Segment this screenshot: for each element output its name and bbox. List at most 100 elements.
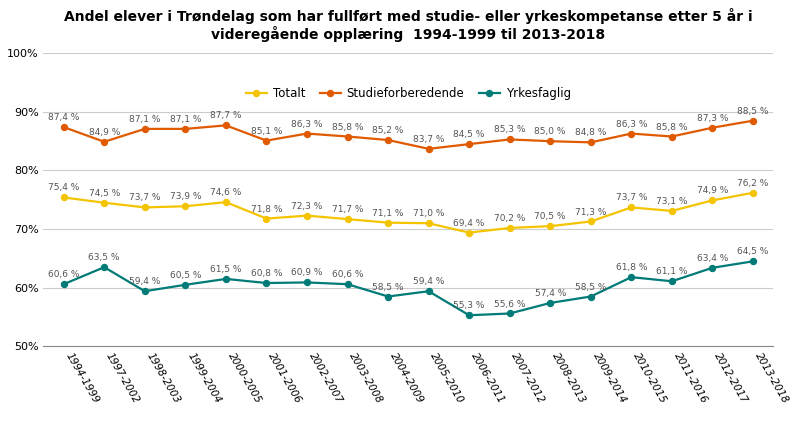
Totalt [181,204,190,209]
Text: 73,7 %: 73,7 % [129,194,161,202]
Text: 72,3 %: 72,3 % [291,202,322,210]
Text: 60,6 %: 60,6 % [48,270,79,279]
Yrkesfaglig [383,294,393,299]
Yrkesfaglig [140,289,150,294]
Text: 71,8 %: 71,8 % [250,205,282,214]
Text: 86,3 %: 86,3 % [615,119,647,129]
Studieforberedende [181,126,190,131]
Yrkesfaglig [626,274,636,280]
Text: 70,5 %: 70,5 % [534,212,566,221]
Text: 87,7 %: 87,7 % [210,111,242,120]
Studieforberedende [424,146,434,151]
Yrkesfaglig [262,280,271,285]
Text: 85,1 %: 85,1 % [250,127,282,135]
Yrkesfaglig [99,265,109,270]
Text: 87,3 %: 87,3 % [697,114,728,123]
Text: 73,1 %: 73,1 % [656,197,688,206]
Text: 84,9 %: 84,9 % [89,128,120,137]
Studieforberedende [302,131,312,136]
Yrkesfaglig [464,313,474,318]
Text: 55,6 %: 55,6 % [494,300,526,309]
Yrkesfaglig [424,289,434,294]
Title: Andel elever i Trøndelag som har fullført med studie- eller yrkeskompetanse ette: Andel elever i Trøndelag som har fullfør… [64,8,753,42]
Text: 84,5 %: 84,5 % [454,130,485,139]
Text: 61,1 %: 61,1 % [656,267,688,276]
Studieforberedende [262,138,271,143]
Yrkesfaglig [708,265,718,270]
Text: 71,0 %: 71,0 % [413,209,444,218]
Totalt [546,223,555,229]
Studieforberedende [505,137,514,142]
Studieforberedende [342,134,352,139]
Text: 61,8 %: 61,8 % [615,263,647,272]
Totalt [342,217,352,222]
Text: 58,5 %: 58,5 % [372,282,404,292]
Text: 87,4 %: 87,4 % [48,113,79,122]
Totalt [302,213,312,218]
Totalt [748,190,758,195]
Totalt [626,205,636,210]
Text: 73,7 %: 73,7 % [615,194,647,202]
Yrkesfaglig [667,278,677,284]
Studieforberedende [59,124,69,130]
Text: 64,5 %: 64,5 % [738,247,769,256]
Yrkesfaglig [586,294,595,299]
Text: 85,3 %: 85,3 % [494,126,526,135]
Studieforberedende [586,140,595,145]
Totalt [221,199,230,205]
Text: 60,6 %: 60,6 % [332,270,363,279]
Text: 60,8 %: 60,8 % [250,269,282,278]
Text: 75,4 %: 75,4 % [48,183,79,193]
Text: 71,3 %: 71,3 % [575,207,606,217]
Yrkesfaglig [342,281,352,287]
Totalt [505,225,514,230]
Text: 63,4 %: 63,4 % [697,254,728,263]
Studieforberedende [464,142,474,147]
Text: 57,4 %: 57,4 % [534,289,566,298]
Text: 85,2 %: 85,2 % [372,126,404,135]
Studieforberedende [667,134,677,139]
Legend: Totalt, Studieforberedende, Yrkesfaglig: Totalt, Studieforberedende, Yrkesfaglig [241,83,576,105]
Totalt [383,220,393,225]
Text: 60,5 %: 60,5 % [170,271,201,280]
Totalt [140,205,150,210]
Text: 63,5 %: 63,5 % [89,253,120,262]
Text: 74,5 %: 74,5 % [89,189,120,198]
Totalt [667,208,677,214]
Text: 59,4 %: 59,4 % [413,277,444,286]
Totalt [464,230,474,235]
Text: 70,2 %: 70,2 % [494,214,526,223]
Studieforberedende [626,131,636,136]
Text: 87,1 %: 87,1 % [129,115,161,124]
Yrkesfaglig [59,281,69,287]
Text: 85,8 %: 85,8 % [656,123,688,131]
Text: 88,5 %: 88,5 % [738,107,769,116]
Studieforberedende [140,126,150,131]
Text: 71,7 %: 71,7 % [332,205,363,214]
Studieforberedende [708,125,718,131]
Text: 85,0 %: 85,0 % [534,127,566,136]
Line: Yrkesfaglig: Yrkesfaglig [61,258,756,318]
Text: 55,3 %: 55,3 % [454,301,485,310]
Text: 59,4 %: 59,4 % [129,277,161,286]
Line: Totalt: Totalt [61,190,756,236]
Totalt [59,195,69,200]
Yrkesfaglig [181,282,190,287]
Text: 87,1 %: 87,1 % [170,115,201,124]
Text: 85,8 %: 85,8 % [332,123,363,131]
Text: 69,4 %: 69,4 % [454,218,485,228]
Text: 73,9 %: 73,9 % [170,192,201,201]
Studieforberedende [383,137,393,143]
Totalt [586,219,595,224]
Text: 58,5 %: 58,5 % [575,282,606,292]
Yrkesfaglig [505,311,514,316]
Text: 83,7 %: 83,7 % [413,135,444,144]
Totalt [99,200,109,206]
Text: 61,5 %: 61,5 % [210,265,242,274]
Yrkesfaglig [748,259,758,264]
Text: 74,6 %: 74,6 % [210,188,242,197]
Studieforberedende [748,118,758,123]
Yrkesfaglig [546,300,555,305]
Line: Studieforberedende: Studieforberedende [61,118,756,152]
Totalt [708,198,718,203]
